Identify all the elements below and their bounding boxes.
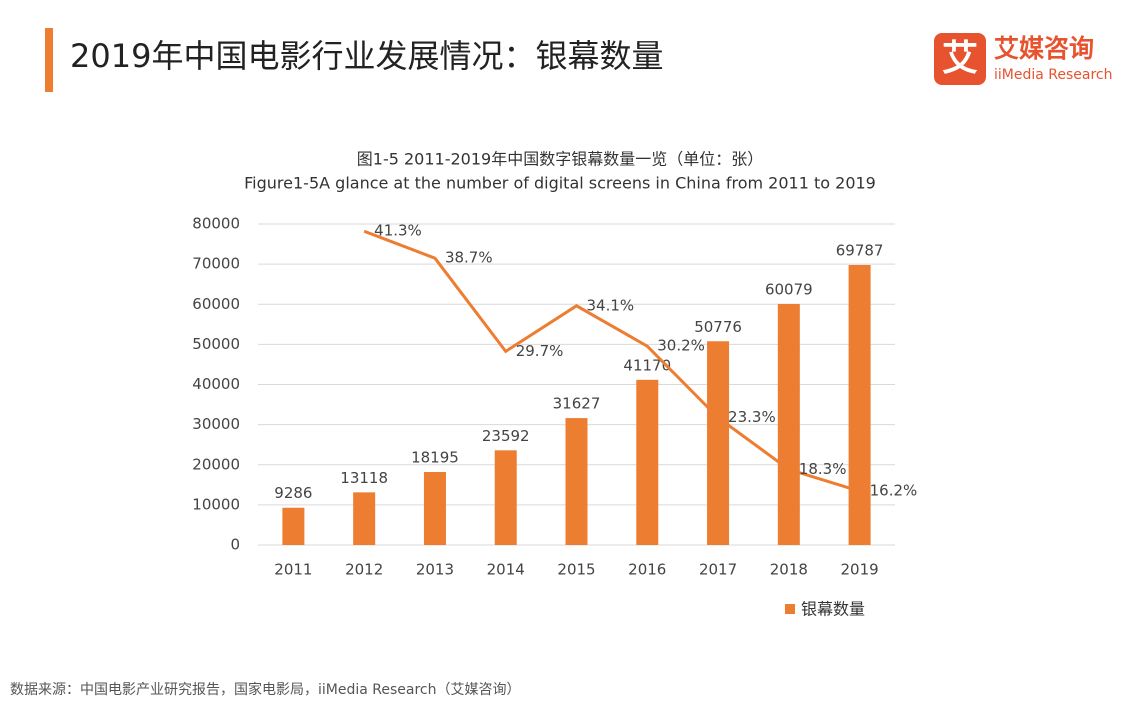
bar [423,471,446,545]
y-tick-label: 50000 [192,335,240,353]
x-tick-label: 2013 [416,561,454,579]
source-note: 数据来源：中国电影产业研究报告，国家电影局，iiMedia Research（艾… [10,681,521,698]
bar [636,379,659,545]
x-tick-label: 2014 [487,561,525,579]
line-value-label: 30.2% [657,337,705,355]
bar-value-label: 31627 [553,395,601,413]
bar-value-label: 9286 [274,484,312,502]
line-value-label: 34.1% [587,296,635,314]
y-tick-label: 60000 [192,295,240,313]
y-tick-label: 40000 [192,375,240,393]
bar-value-label: 69787 [836,241,884,259]
y-tick-label: 0 [230,536,240,554]
page-title: 2019年中国电影行业发展情况：银幕数量 [70,37,663,75]
logo-mark: 艾 [942,38,978,79]
line-value-label: 18.3% [799,460,847,478]
bar [565,418,588,545]
line [363,229,861,493]
line-value-label: 38.7% [445,249,493,267]
bar [777,303,800,545]
logo-name-en: iiMedia Research [994,67,1113,83]
chart-title: 图1-5 2011-2019年中国数字银幕数量一览（单位：张） [357,150,763,169]
bar [282,507,305,545]
logo-mark-box [934,33,986,85]
legend-swatch [785,604,795,614]
logo-name: 艾媒咨询 [994,34,1094,63]
bar [707,341,730,545]
x-tick-label: 2015 [557,561,595,579]
x-tick-label: 2018 [770,561,808,579]
y-tick-label: 10000 [192,495,240,513]
bar-value-label: 18195 [411,448,459,466]
y-tick-label: 80000 [192,215,240,233]
bar [848,264,871,545]
x-tick-label: 2019 [841,561,879,579]
bar-value-label: 41170 [623,356,671,374]
line-value-label: 16.2% [870,482,918,500]
bar-value-label: 50776 [694,318,742,336]
x-tick-label: 2012 [345,561,383,579]
bar-value-label: 13118 [340,469,388,487]
bar-value-label: 60079 [765,280,813,298]
x-tick-label: 2017 [699,561,737,579]
bar [494,450,517,545]
chart-subtitle: Figure1-5A glance at the number of digit… [244,174,876,193]
line-value-label: 41.3% [374,222,422,240]
legend-label: 银幕数量 [801,600,865,619]
bar-value-label: 23592 [482,427,530,445]
title-accent [45,28,53,92]
x-tick-label: 2016 [628,561,666,579]
bar [353,492,376,545]
y-tick-label: 70000 [192,255,240,273]
y-tick-label: 30000 [192,415,240,433]
y-tick-label: 20000 [192,455,240,473]
line-value-label: 29.7% [516,342,564,360]
x-tick-label: 2011 [274,561,312,579]
line-value-label: 23.3% [728,408,776,426]
